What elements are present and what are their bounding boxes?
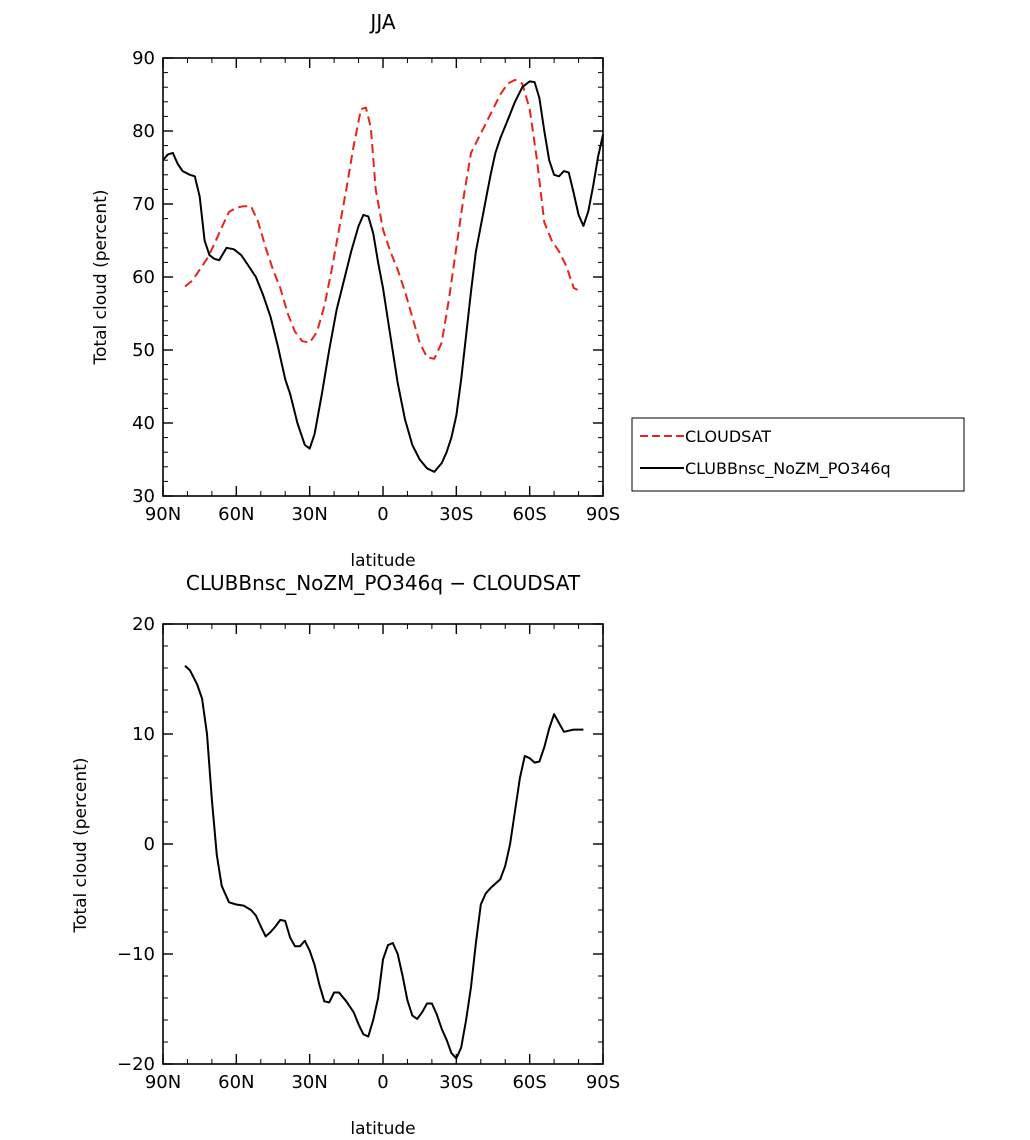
top-x-tick-label: 90S [586,504,620,525]
bottom-x-tick-label: 90S [586,1072,620,1093]
legend-box [631,417,965,492]
top-x-axis-label: latitude [350,551,415,571]
legend-label-cloudsat: CLOUDSAT [685,427,771,446]
top-y-tick-label: 50 [132,340,155,361]
bottom-y-tick-label: 10 [132,724,155,745]
top-x-tick-label: 30S [439,504,473,525]
top-x-tick-label: 60N [218,504,254,525]
top-x-tick-label: 0 [377,504,388,525]
bottom-panel: CLUBBnsc_NoZM_PO346q − CLOUDSAT 90N 60N 30… [71,571,620,1139]
bottom-x-tick-label: 60N [218,1072,254,1093]
top-y-tick-label: 40 [132,413,155,434]
bottom-y-tick-label: −10 [117,944,155,965]
top-y-axis-label: Total cloud (percent) [91,190,111,366]
bottom-y-axis-label: Total cloud (percent) [71,758,91,934]
bottom-ticks [162,623,604,1065]
bottom-y-tick-label: 0 [144,834,155,855]
top-x-tick-labels: 90N 60N 30N 0 30S 60S 90S [145,504,620,525]
top-series-group [162,78,604,473]
bottom-x-tick-label: 60S [512,1072,546,1093]
bottom-title: CLUBBnsc_NoZM_PO346q − CLOUDSAT [186,571,581,595]
top-series-line-2 [162,80,604,473]
top-x-tick-label: 30N [291,504,327,525]
bottom-y-tick-labels: −20 −10 0 10 20 [117,614,155,1075]
top-y-tick-label: 70 [132,194,155,215]
bottom-x-tick-label: 30N [291,1072,327,1093]
top-y-tick-label: 90 [132,48,155,69]
bottom-x-tick-labels: 90N 60N 30N 0 30S 60S 90S [145,1072,620,1093]
legend: CLOUDSAT CLUBBnsc_NoZM_PO346q [631,417,965,492]
top-plot-frame [162,57,604,497]
top-panel: JJA 90N 60N 30N 0 30S 60S 90S 30 40 50 60 70 80 90 T… [91,10,620,571]
top-y-tick-label: 80 [132,121,155,142]
bottom-series-line-1 [184,665,584,1060]
bottom-x-tick-label: 0 [377,1072,388,1093]
top-y-tick-label: 30 [132,486,155,507]
legend-label-model: CLUBBnsc_NoZM_PO346q [685,459,891,479]
bottom-x-axis-label: latitude [350,1119,415,1139]
bottom-series-group [184,665,584,1060]
bottom-y-tick-label: 20 [132,614,155,635]
top-x-tick-label: 60S [512,504,546,525]
bottom-y-tick-label: −20 [117,1054,155,1075]
bottom-x-tick-label: 90N [145,1072,181,1093]
top-y-tick-label: 60 [132,267,155,288]
top-ticks [162,57,604,497]
bottom-x-tick-label: 30S [439,1072,473,1093]
top-title: JJA [368,10,395,34]
bottom-plot-frame [162,623,604,1065]
top-series-line-1 [184,78,582,360]
top-x-tick-label: 90N [145,504,181,525]
top-y-tick-labels: 30 40 50 60 70 80 90 [132,48,155,507]
